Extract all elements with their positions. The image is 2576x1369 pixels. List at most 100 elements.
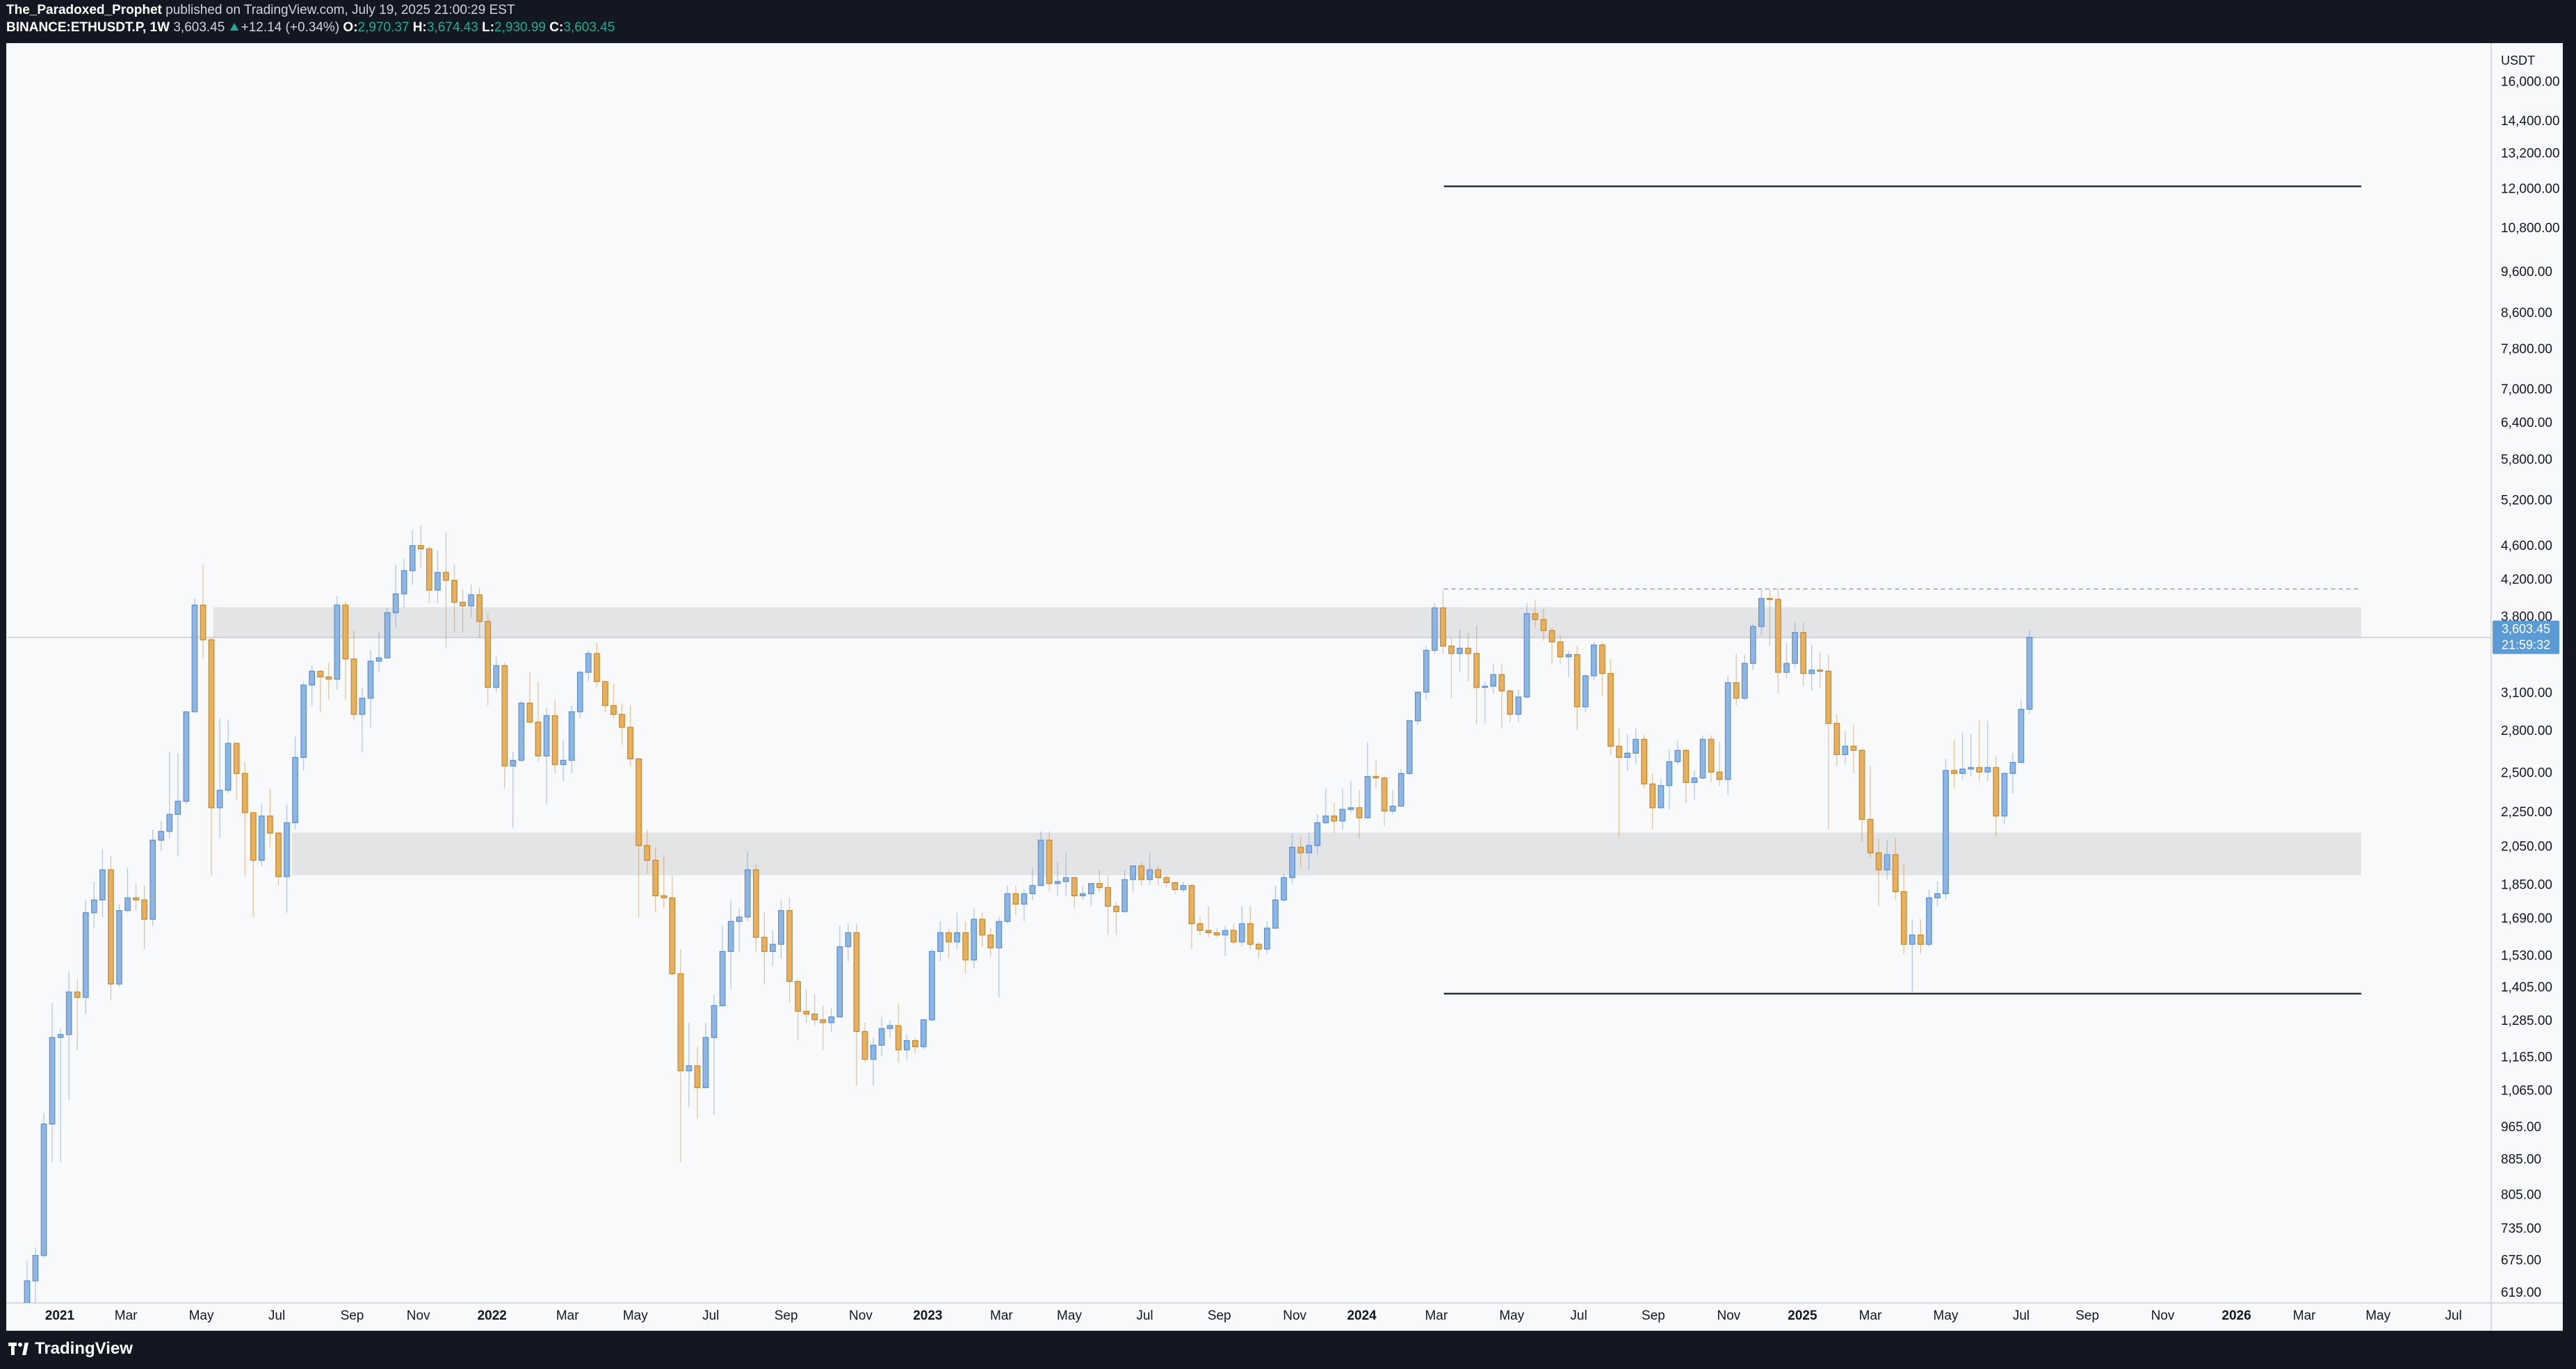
candle-body <box>996 921 1003 948</box>
candle-body <box>1037 839 1044 886</box>
candle-body <box>1188 885 1195 925</box>
candle-body <box>32 1255 39 1281</box>
candle-body <box>1934 893 1941 898</box>
x-tick-label: May <box>623 1309 648 1323</box>
candle-body <box>1465 647 1471 654</box>
y-tick-label: 14,400.00 <box>2501 114 2560 129</box>
candle-body <box>1758 598 1765 627</box>
candle-body <box>259 816 265 861</box>
candle-body <box>1792 632 1798 664</box>
candle-body <box>1515 696 1522 715</box>
candle-body <box>1817 670 1824 672</box>
candle-body <box>1113 905 1119 912</box>
candle-body <box>602 681 608 706</box>
candle-body <box>216 789 223 809</box>
y-tick-label: 1,065.00 <box>2501 1083 2552 1098</box>
candle-body <box>1699 738 1706 779</box>
candle-body <box>1691 777 1698 784</box>
candle-body <box>861 1031 868 1060</box>
candle-body <box>510 759 517 767</box>
candle-body <box>65 991 72 1035</box>
candle-body <box>1264 927 1270 950</box>
candle-body <box>1130 865 1136 880</box>
candle-body <box>971 918 977 961</box>
y-tick-label: 1,285.00 <box>2501 1014 2552 1028</box>
candle-body <box>325 676 332 680</box>
x-tick-label: Sep <box>341 1309 364 1323</box>
x-tick-label: Jul <box>2445 1309 2462 1323</box>
candle-body <box>375 657 382 662</box>
candle-body <box>1473 653 1480 688</box>
candle-body <box>912 1040 918 1048</box>
candle-body <box>292 756 298 823</box>
candle-body <box>392 593 399 613</box>
candle-body <box>946 932 952 943</box>
y-tick-label: 8,600.00 <box>2501 306 2552 321</box>
candle-body <box>200 604 206 640</box>
candle-body <box>334 604 341 680</box>
candle-body <box>1029 885 1036 894</box>
y-tick-label: 2,050.00 <box>2501 840 2552 854</box>
candle-body <box>770 943 776 953</box>
y-tick-label: 4,600.00 <box>2501 539 2552 553</box>
candle-body <box>845 932 852 948</box>
candle-body <box>795 980 801 1012</box>
candle-body <box>661 895 667 898</box>
candle-body <box>1666 761 1673 786</box>
candle-body <box>2018 708 2025 763</box>
y-tick-label: 13,200.00 <box>2501 146 2560 161</box>
candle-body <box>1414 691 1421 722</box>
x-tick-label: 2021 <box>45 1309 75 1323</box>
candle-body <box>1775 599 1781 673</box>
y-tick-label: 675.00 <box>2501 1254 2541 1268</box>
x-tick-label: Mar <box>2293 1309 2316 1323</box>
candle-body <box>1054 881 1061 884</box>
y-tick-label: 16,000.00 <box>2501 74 2560 89</box>
candle-body <box>1004 893 1011 922</box>
candle-body <box>1918 934 1924 945</box>
x-tick-label: 2024 <box>1347 1309 1377 1323</box>
price-label: 3,603.45 <box>2502 622 2550 635</box>
y-tick-label: 885.00 <box>2501 1153 2541 1167</box>
candle-body <box>702 1037 709 1088</box>
x-tick-label: Sep <box>1208 1309 1231 1323</box>
header: The_Paradoxed_Prophet published on Tradi… <box>6 1 615 36</box>
candle-body <box>1306 845 1312 854</box>
x-tick-label: May <box>1057 1309 1082 1323</box>
candle-body <box>1238 923 1245 943</box>
x-tick-label: Nov <box>1717 1309 1740 1323</box>
axes: 16,000.00 14,400.00 13,200.00 12,000.00 10,8… <box>45 74 2560 1323</box>
panel <box>6 43 2563 1331</box>
candle-body <box>435 572 441 591</box>
candle-body <box>836 946 843 1018</box>
candle-body <box>1272 899 1279 929</box>
candle-body <box>1457 647 1463 654</box>
candle-body <box>610 705 617 715</box>
candle-body <box>1624 752 1630 758</box>
candle-body <box>1281 877 1287 900</box>
candle-body <box>886 1025 893 1029</box>
candle-body <box>1138 865 1144 880</box>
candle-body <box>409 545 416 572</box>
x-tick-label: Sep <box>775 1309 798 1323</box>
candle-body <box>1230 930 1237 943</box>
candle-body <box>652 859 659 896</box>
y-tick-label: 1,850.00 <box>2501 878 2552 893</box>
candle-body <box>560 759 567 765</box>
candle-body <box>1540 619 1547 631</box>
candle-body <box>1582 675 1589 708</box>
candle-body <box>1105 886 1111 907</box>
candle-body <box>1096 883 1103 889</box>
candle-body <box>987 934 994 948</box>
candle-body <box>284 822 290 877</box>
x-tick-label: Nov <box>2151 1309 2175 1323</box>
candle-body <box>57 1034 64 1038</box>
y-tick-label: 965.00 <box>2501 1120 2541 1135</box>
candle-body <box>1356 807 1363 818</box>
zone <box>291 832 2362 875</box>
candle-body <box>149 839 156 920</box>
candle-body <box>585 653 592 673</box>
plot-area <box>7 185 2491 1303</box>
candle-body <box>1750 626 1756 664</box>
candle-body <box>1850 745 1857 751</box>
